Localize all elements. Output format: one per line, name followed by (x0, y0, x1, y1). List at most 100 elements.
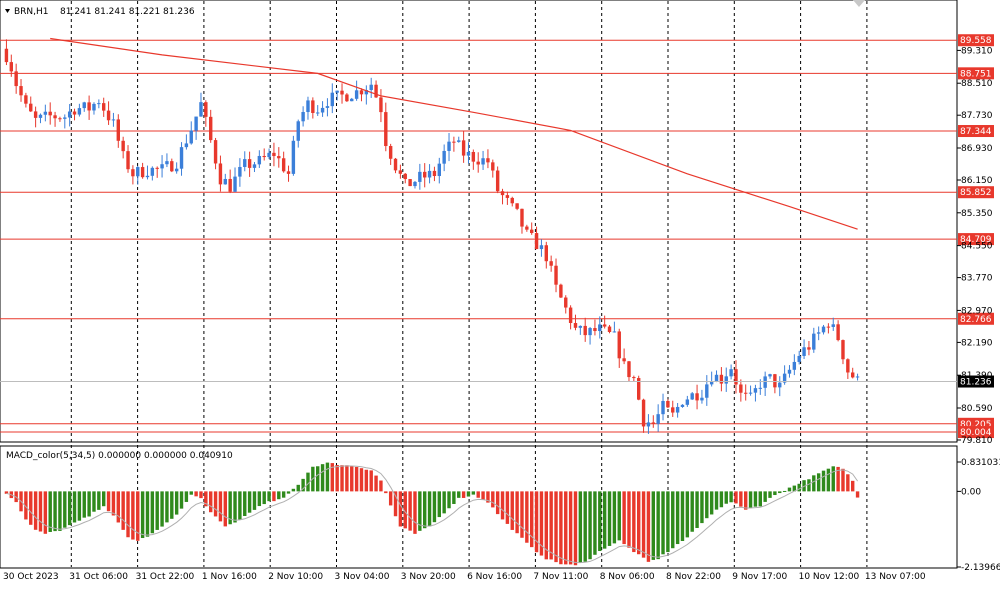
macd-bar (92, 491, 96, 512)
macd-bar (413, 491, 417, 534)
candle-body (58, 118, 62, 120)
y-tick-label: 79.810 (961, 436, 993, 446)
macd-bar (471, 491, 476, 495)
level-tag (958, 125, 994, 138)
candle-body (792, 361, 797, 370)
moving-average (50, 37, 858, 230)
macd-bar (705, 491, 709, 519)
macd-bar (72, 491, 77, 523)
macd-bar (744, 491, 748, 510)
macd-bar (607, 491, 612, 546)
candle-body (520, 208, 524, 227)
candle-body (369, 84, 373, 91)
macd-bar (544, 491, 548, 560)
candle-body (729, 369, 733, 377)
macd-bar (165, 491, 169, 523)
macd-bar (549, 491, 553, 560)
candle-body (680, 404, 685, 407)
y-tick-label: 81.390 (961, 371, 993, 381)
candle-body (72, 111, 77, 115)
chart-menu-triangle-icon[interactable] (5, 9, 10, 13)
macd-bar (729, 491, 733, 503)
macd-bar (204, 491, 208, 507)
candle-body (218, 163, 223, 185)
macd-bar (602, 491, 607, 549)
x-tick-label: 30 Oct 2023 (3, 572, 59, 582)
macd-bar (671, 491, 675, 549)
macd-bar (816, 473, 821, 492)
macd-bar (350, 466, 354, 492)
candle-body (155, 167, 159, 169)
candle-body (787, 369, 792, 374)
macd-bar (666, 491, 670, 553)
candle-body (223, 178, 227, 185)
candle-body (807, 347, 811, 350)
candle-body (578, 325, 583, 328)
candle-body (505, 195, 510, 198)
candle-body (379, 97, 383, 113)
macd-bar (306, 472, 310, 492)
candle-body (690, 393, 694, 400)
symbol-label: BRN,H1 (14, 7, 49, 17)
macd-bar (403, 491, 407, 529)
candle-body (802, 347, 806, 356)
candle-body (403, 173, 407, 180)
x-tick-label: 3 Nov 04:00 (335, 572, 390, 582)
candle-body (656, 414, 660, 424)
candle-body (481, 158, 485, 165)
candle-body (549, 261, 553, 266)
macd-bar (393, 491, 398, 517)
macd-bar (340, 465, 344, 492)
candle-body (714, 374, 719, 382)
macd-bar (252, 491, 257, 510)
macd-bar (719, 491, 724, 508)
macd-bar (354, 466, 359, 492)
candle-body (495, 170, 500, 192)
macd-histogram (4, 462, 860, 566)
candle-body (102, 103, 106, 111)
vertical-grid (70, 1, 868, 567)
macd-bar (24, 491, 28, 520)
chart-shift-marker-icon[interactable] (853, 0, 865, 7)
macd-bar (505, 491, 510, 524)
macd-bar (797, 483, 801, 492)
candle-body (739, 384, 743, 393)
candle-body (510, 197, 514, 204)
macd-bar (388, 491, 393, 506)
macd-bar (758, 491, 762, 507)
level-tag-label: 87.344 (960, 127, 992, 137)
macd-bar (408, 491, 412, 531)
macd-bar (724, 491, 728, 504)
candle-body (675, 406, 680, 413)
candle-body (311, 100, 315, 113)
candle-body (277, 156, 281, 159)
y-tick-label: 85.350 (961, 209, 993, 219)
candle-body (846, 359, 850, 373)
candle-body (413, 181, 417, 187)
candle-body (29, 103, 33, 112)
candle-body (140, 167, 145, 178)
candle-body (63, 117, 67, 119)
current-price-label: 81.236 (960, 378, 992, 388)
candle-body (67, 111, 72, 118)
macd-bar (194, 491, 198, 497)
macd-bar (243, 491, 247, 516)
level-tag-label: 82.766 (960, 315, 992, 325)
candle-body (388, 146, 393, 159)
candle-body (204, 102, 208, 117)
candle-body (354, 90, 359, 99)
macd-bar (209, 491, 213, 513)
candle-body (9, 62, 13, 72)
candle-body (826, 326, 831, 328)
macd-bar (330, 463, 334, 492)
candle-body (359, 90, 364, 95)
candle-body (685, 399, 690, 405)
macd-bar (768, 491, 772, 498)
candle-body (627, 361, 631, 378)
candle-body (330, 92, 334, 107)
candle-body (408, 179, 412, 187)
macd-bar (223, 491, 227, 527)
candle-body (97, 103, 101, 105)
macd-bar (121, 491, 125, 530)
